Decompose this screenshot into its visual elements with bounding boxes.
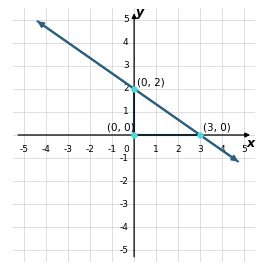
Text: 5: 5 bbox=[241, 145, 247, 154]
Text: -2: -2 bbox=[120, 177, 129, 186]
Text: -5: -5 bbox=[120, 246, 129, 255]
Text: -4: -4 bbox=[120, 223, 129, 232]
Text: -3: -3 bbox=[120, 200, 129, 209]
Text: -4: -4 bbox=[42, 145, 50, 154]
Text: 1: 1 bbox=[153, 145, 159, 154]
Text: x: x bbox=[247, 137, 255, 150]
Text: -1: -1 bbox=[120, 154, 129, 163]
Text: 3: 3 bbox=[123, 61, 129, 70]
Text: 5: 5 bbox=[123, 15, 129, 24]
Text: 2: 2 bbox=[123, 84, 129, 93]
Text: -2: -2 bbox=[86, 145, 95, 154]
Text: 1: 1 bbox=[123, 107, 129, 116]
Text: 2: 2 bbox=[175, 145, 181, 154]
Text: -1: -1 bbox=[108, 145, 117, 154]
Text: 3: 3 bbox=[197, 145, 203, 154]
Text: -3: -3 bbox=[64, 145, 73, 154]
Text: 0: 0 bbox=[123, 145, 129, 154]
Text: y: y bbox=[135, 6, 144, 19]
Text: -5: -5 bbox=[20, 145, 29, 154]
Text: (3, 0): (3, 0) bbox=[203, 123, 231, 133]
Text: (0, 0): (0, 0) bbox=[107, 123, 134, 133]
Text: 4: 4 bbox=[219, 145, 225, 154]
Text: (0, 2): (0, 2) bbox=[138, 77, 165, 87]
Text: 4: 4 bbox=[123, 38, 129, 47]
